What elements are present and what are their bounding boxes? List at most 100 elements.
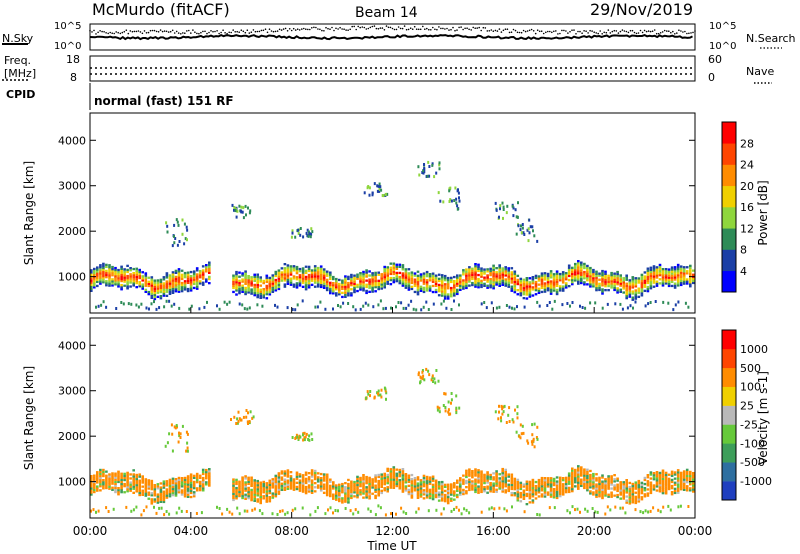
ground-scatter-cell [284,512,287,516]
data-cell [434,284,438,287]
colorbar-tick-label: -500 [740,456,765,469]
data-cell [111,480,114,483]
data-cell [253,279,256,282]
data-cell [465,272,468,275]
data-cell [186,483,190,486]
data-cell [480,285,483,289]
data-cell [253,287,256,291]
data-cell [540,280,544,283]
data-cell [580,478,583,481]
data-cell [616,279,619,282]
data-cell [192,484,196,488]
data-cell [586,470,589,473]
data-cell [574,468,577,472]
data-cell [108,270,111,273]
patch-cell [508,406,511,410]
data-cell [564,476,568,479]
data-cell [111,270,114,273]
patch-cell [186,446,189,450]
noise-search-point [260,29,263,32]
data-cell [592,474,595,478]
data-cell [114,474,117,477]
data-cell [437,277,441,280]
data-cell [338,287,341,290]
data-cell [619,278,622,281]
data-cell [96,272,99,275]
data-cell [344,494,347,497]
data-cell [201,476,205,480]
patch-cell [502,208,505,211]
data-cell [117,285,120,288]
data-cell [422,497,426,500]
data-cell [105,273,108,277]
data-cell [661,487,665,491]
data-cell [474,271,477,274]
data-cell [235,478,238,481]
data-cell [401,470,405,473]
data-cell [126,283,129,286]
data-cell [201,273,205,276]
data-cell [392,272,396,276]
data-cell [353,286,356,290]
data-cell [443,500,447,503]
data-cell [165,482,169,485]
ground-scatter-cell [158,306,161,310]
data-cell [655,268,659,271]
data-cell [259,278,262,281]
data-cell [649,278,653,282]
data-cell [571,485,574,489]
data-cell [513,488,517,491]
data-cell [598,489,601,492]
data-cell [510,281,514,284]
noise-search-point [460,26,462,28]
data-cell [507,277,510,280]
patch-cell [185,430,188,434]
noise-search-point [182,32,184,34]
data-cell [183,487,187,490]
data-cell [498,481,501,484]
noise-search-point [442,27,444,30]
data-cell [189,270,193,274]
data-cell [374,484,377,487]
data-cell [643,281,647,284]
patch-cell [310,432,313,436]
data-cell [459,284,462,287]
data-cell [114,283,117,286]
data-cell [374,290,377,293]
data-cell [259,288,262,291]
data-cell [549,491,553,494]
data-cell [589,281,592,284]
data-cell [670,474,674,477]
data-cell [235,285,238,288]
patch-cell [306,234,309,238]
data-cell [540,495,544,498]
data-cell [99,479,102,482]
data-cell [150,290,154,293]
data-cell [407,484,411,487]
data-cell [589,269,592,272]
data-cell [456,280,459,283]
noise-search-point [337,28,339,30]
data-cell [631,491,635,494]
data-cell [465,471,468,474]
data-cell [90,477,93,480]
y-tick-label: 2000 [58,225,86,238]
data-cell [637,498,641,501]
data-cell [132,280,135,283]
ground-scatter-cell [188,307,191,311]
data-cell [528,480,532,483]
data-cell [658,263,662,267]
data-cell [262,281,265,285]
data-cell [350,494,353,498]
data-cell [171,487,175,491]
data-cell [313,490,317,493]
data-cell [619,487,622,490]
data-cell [283,488,287,491]
data-cell [604,488,607,491]
data-cell [604,492,607,495]
noise-search-point [591,30,593,32]
data-cell [510,271,514,274]
data-cell [325,477,329,480]
data-cell [253,495,256,498]
data-cell [670,266,674,269]
